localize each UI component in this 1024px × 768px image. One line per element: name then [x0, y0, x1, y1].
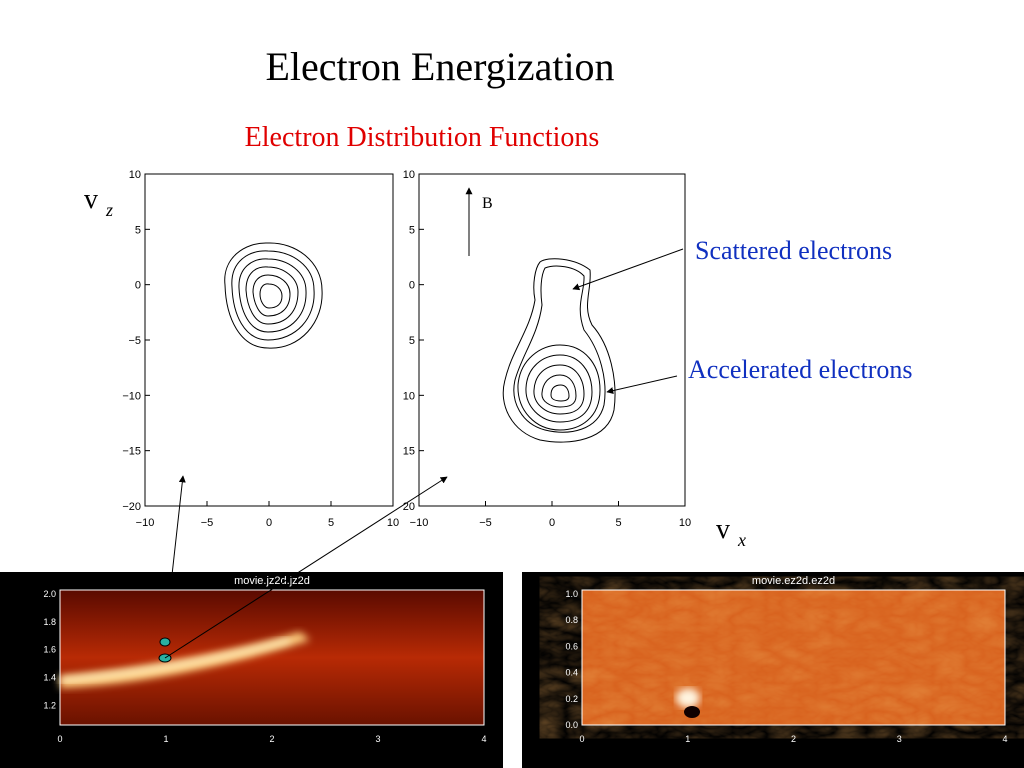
vx-label: v — [716, 514, 730, 545]
arrow — [164, 476, 448, 659]
y-tick-label: 1.2 — [43, 700, 56, 710]
y-tick-label: −15 — [122, 446, 141, 458]
texture — [582, 590, 1005, 725]
x-tick-label: 3 — [375, 734, 380, 744]
x-tick-label: 2 — [791, 734, 796, 744]
y-tick-label: 15 — [403, 446, 415, 458]
x-tick-label: 0 — [57, 734, 62, 744]
x-tick-label: −10 — [410, 517, 429, 529]
y-tick-label: 5 — [135, 224, 141, 236]
x-tick-label: 5 — [328, 517, 334, 529]
arrow — [606, 375, 678, 395]
y-tick-label: −10 — [122, 390, 141, 402]
x-tick-label: 10 — [387, 517, 399, 529]
y-tick-label: 0.4 — [565, 668, 578, 678]
y-tick-label: 0.0 — [565, 720, 578, 730]
darkspot — [684, 706, 700, 718]
x-tick-label: 0 — [549, 517, 555, 529]
y-tick-label: 0.8 — [565, 615, 578, 625]
x-tick-label: 10 — [679, 517, 691, 529]
x-tick-label: 2 — [269, 734, 274, 744]
x-tick-label: −10 — [136, 517, 155, 529]
x-tick-label: 3 — [897, 734, 902, 744]
x-tick-label: 1 — [163, 734, 168, 744]
y-tick-label: 0 — [409, 280, 415, 292]
vx-sub: x — [737, 530, 746, 550]
panel-left: 10 5 0 −5 −10 −15 −20 −10 −5 0 5 10 — [122, 169, 399, 529]
y-tick-label: 0 — [135, 280, 141, 292]
y-tick-label: 5 — [409, 224, 415, 236]
x-tick-label: 1 — [685, 734, 690, 744]
y-tick-label: 1.6 — [43, 645, 56, 655]
x-tick-label: −5 — [479, 517, 492, 529]
vz-label: v — [84, 184, 98, 215]
frame — [581, 589, 1006, 726]
vz-sub: z — [105, 200, 113, 220]
image — [60, 590, 484, 725]
marker — [159, 637, 171, 647]
hotspot — [676, 688, 700, 708]
subtitle: Electron Distribution Functions — [245, 122, 600, 153]
movie-title: movie.jz2d.jz2d — [234, 575, 310, 587]
title: Electron Energization — [265, 44, 614, 89]
x-tick-label: 4 — [481, 734, 486, 744]
y-tick-label: 1.8 — [43, 617, 56, 627]
x-tick-label: −5 — [201, 517, 214, 529]
contours — [502, 258, 616, 443]
y-tick-label: 0.6 — [565, 641, 578, 651]
annotation: Scattered electrons — [695, 236, 892, 265]
y-tick-label: 10 — [403, 390, 415, 402]
contours — [224, 242, 323, 349]
y-tick-label: 0.2 — [565, 694, 578, 704]
arrow — [572, 248, 684, 291]
y-tick-label: −20 — [122, 501, 141, 513]
y-tick-label: 20 — [403, 501, 415, 513]
movie-title: movie.ez2d.ez2d — [752, 575, 835, 587]
y-tick-label: 1.0 — [565, 589, 578, 599]
panel-right: B 10 5 0 5 10 15 20 −10 −5 0 5 10 — [403, 169, 691, 529]
y-tick-label: 10 — [129, 169, 141, 181]
y-tick-label: 1.4 — [43, 673, 56, 683]
x-tick-label: 5 — [615, 517, 621, 529]
y-tick-label: 2.0 — [43, 589, 56, 599]
band-core — [59, 638, 291, 682]
frame — [418, 173, 686, 507]
x-tick-label: 0 — [266, 517, 272, 529]
y-tick-label: 10 — [403, 169, 415, 181]
y-tick-label: 5 — [409, 335, 415, 347]
annotation: Accelerated electrons — [688, 355, 912, 384]
b-label: B — [482, 195, 493, 212]
frame — [59, 589, 485, 726]
x-tick-label: 0 — [579, 734, 584, 744]
y-tick-label: −5 — [128, 335, 141, 347]
movie-right: movie.ez2d.ez2d 1.0 0.8 0.6 0.4 0.2 0.00 1 2 3 4 — [522, 572, 1024, 768]
movie-left: movie.jz2d.jz2d 2.0 1.8 1.6 1.4 1.2 0 1 2 3 4 — [0, 572, 503, 768]
x-tick-label: 4 — [1002, 734, 1007, 744]
arrow — [171, 475, 186, 576]
